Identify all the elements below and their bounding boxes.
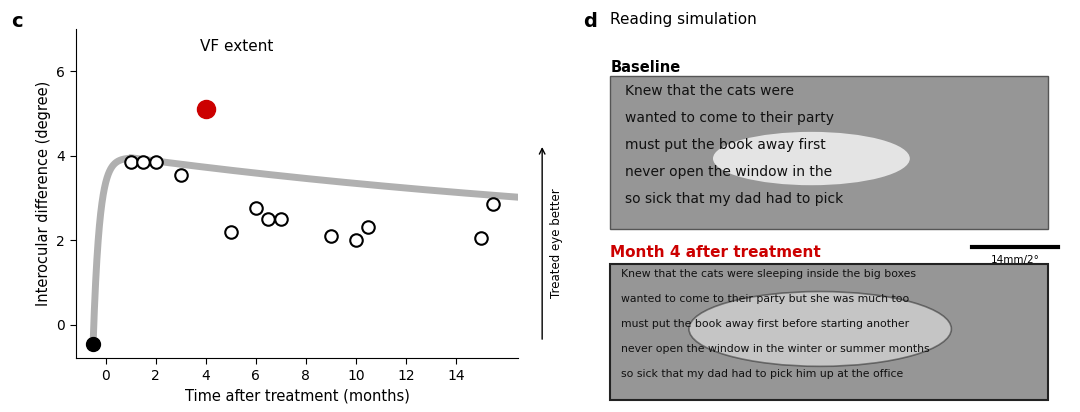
X-axis label: Time after treatment (months): Time after treatment (months) [185, 389, 409, 403]
Text: Month 4 after treatment: Month 4 after treatment [610, 245, 821, 260]
Text: never open the window in the: never open the window in the [625, 165, 833, 179]
Text: never open the window in the winter or summer months: never open the window in the winter or s… [621, 344, 930, 354]
Text: Baseline: Baseline [610, 60, 680, 75]
Text: 14mm/2°: 14mm/2° [990, 255, 1040, 265]
Text: must put the book away first before starting another: must put the book away first before star… [621, 319, 909, 329]
Text: Knew that the cats were sleeping inside the big boxes: Knew that the cats were sleeping inside … [621, 269, 916, 279]
Text: so sick that my dad had to pick him up at the office: so sick that my dad had to pick him up a… [621, 369, 903, 379]
Text: so sick that my dad had to pick: so sick that my dad had to pick [625, 192, 843, 206]
Text: c: c [11, 12, 23, 31]
Text: Knew that the cats were: Knew that the cats were [625, 84, 794, 98]
Text: wanted to come to their party but she was much too: wanted to come to their party but she wa… [621, 294, 909, 304]
Y-axis label: Interocular difference (degree): Interocular difference (degree) [36, 81, 51, 306]
Text: d: d [583, 12, 597, 31]
Text: VF extent: VF extent [200, 39, 273, 54]
Text: Treated eye better: Treated eye better [550, 188, 563, 298]
Text: wanted to come to their party: wanted to come to their party [625, 111, 835, 125]
Text: must put the book away first: must put the book away first [625, 138, 826, 152]
Text: Reading simulation: Reading simulation [610, 12, 757, 27]
